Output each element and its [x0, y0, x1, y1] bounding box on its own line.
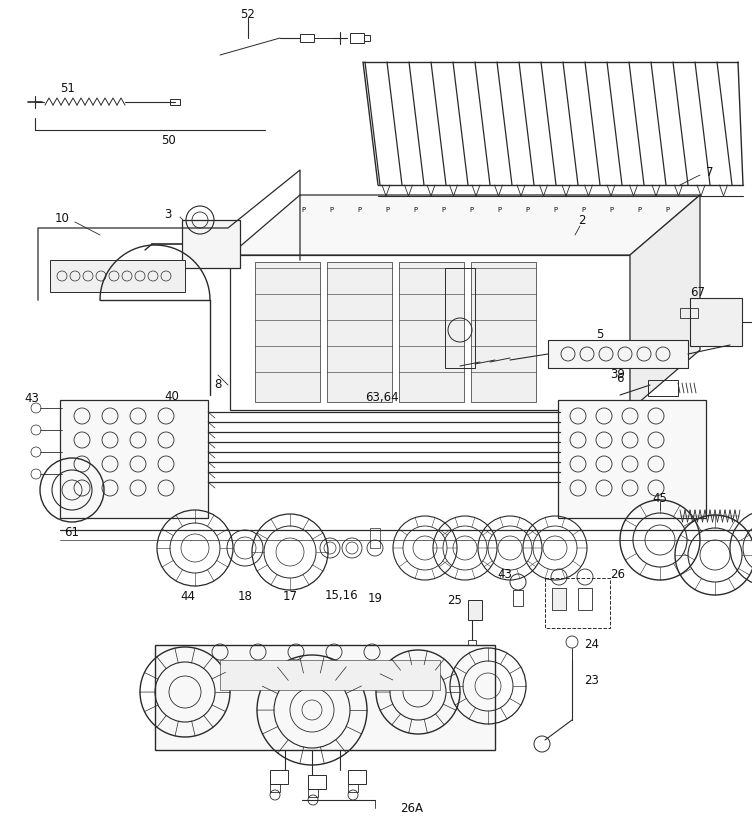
Bar — [370, 528, 380, 548]
Bar — [270, 784, 280, 792]
Text: P: P — [329, 207, 333, 213]
Text: P: P — [525, 207, 529, 213]
Text: P: P — [413, 207, 417, 213]
Text: 51: 51 — [61, 82, 75, 95]
Text: P: P — [385, 207, 389, 213]
Bar — [680, 308, 698, 318]
Text: 44: 44 — [180, 590, 196, 603]
Text: 19: 19 — [368, 591, 383, 605]
Bar — [300, 34, 314, 42]
Text: P: P — [469, 207, 473, 213]
Bar — [552, 588, 566, 610]
Bar — [364, 35, 370, 41]
Bar — [327, 262, 392, 402]
Bar — [445, 268, 475, 368]
Text: P: P — [357, 207, 361, 213]
Text: 15,16: 15,16 — [324, 590, 358, 603]
Text: 43: 43 — [498, 569, 512, 582]
Bar — [182, 220, 240, 268]
Text: 17: 17 — [283, 590, 298, 603]
Text: 24: 24 — [584, 639, 599, 651]
Text: P: P — [553, 207, 557, 213]
Text: P: P — [665, 207, 669, 213]
Text: 50: 50 — [161, 133, 175, 146]
Polygon shape — [630, 195, 700, 410]
Text: P: P — [441, 207, 445, 213]
Text: 6: 6 — [616, 371, 623, 384]
Text: 26A: 26A — [400, 802, 423, 815]
Text: 8: 8 — [214, 379, 222, 392]
Bar — [60, 400, 208, 518]
Bar — [468, 600, 482, 620]
Text: 2: 2 — [578, 213, 586, 227]
Text: 40: 40 — [165, 389, 180, 402]
Text: 63,64: 63,64 — [365, 392, 399, 404]
Bar — [270, 770, 288, 784]
Text: 25: 25 — [447, 594, 462, 606]
Text: 39: 39 — [611, 367, 626, 380]
Bar — [399, 262, 464, 402]
Text: 26: 26 — [611, 569, 626, 582]
Text: 23: 23 — [584, 673, 599, 686]
Text: 61: 61 — [65, 525, 80, 538]
Bar — [308, 789, 318, 797]
Bar — [468, 640, 476, 650]
Text: 52: 52 — [241, 7, 256, 20]
Bar — [220, 660, 440, 690]
Bar — [348, 770, 366, 784]
Text: 18: 18 — [238, 590, 253, 603]
Bar — [230, 255, 630, 410]
Bar — [545, 578, 610, 628]
Text: 43: 43 — [25, 392, 39, 404]
Text: P: P — [637, 207, 641, 213]
Bar — [170, 99, 180, 105]
Bar — [648, 380, 678, 396]
Bar — [471, 262, 536, 402]
Text: 7: 7 — [706, 165, 714, 178]
Text: P: P — [609, 207, 613, 213]
Text: P: P — [301, 207, 305, 213]
Bar — [308, 775, 326, 789]
Text: 3: 3 — [165, 208, 171, 221]
Text: 5: 5 — [596, 329, 604, 341]
Bar — [348, 784, 358, 792]
Bar — [558, 400, 706, 518]
Bar — [50, 260, 185, 292]
Text: 10: 10 — [55, 212, 69, 224]
Text: 45: 45 — [653, 492, 668, 505]
Bar — [548, 340, 688, 368]
Bar — [690, 298, 742, 346]
Text: P: P — [581, 207, 585, 213]
Bar — [578, 588, 592, 610]
Bar — [255, 262, 320, 402]
Text: P: P — [497, 207, 501, 213]
Bar — [155, 645, 495, 750]
Text: 67: 67 — [690, 285, 705, 299]
Bar — [350, 33, 364, 43]
Polygon shape — [230, 195, 700, 255]
Bar — [513, 590, 523, 606]
